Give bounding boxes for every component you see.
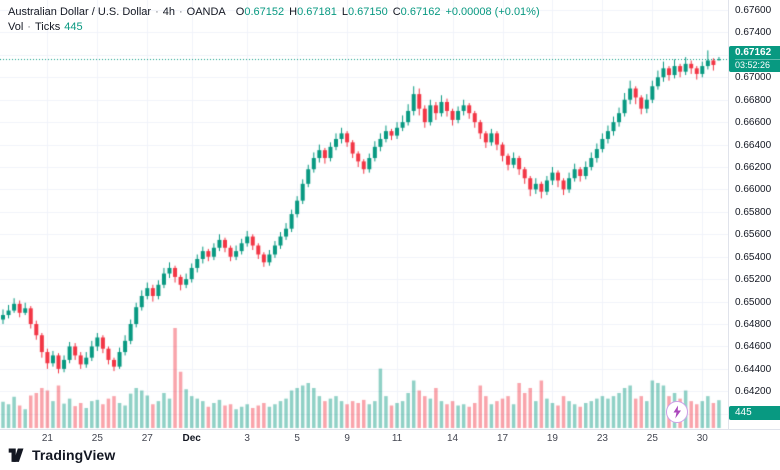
price-axis-label: 0.64400 (735, 363, 772, 375)
price-axis-label: 0.65800 (735, 206, 772, 218)
price-axis-label: 0.64600 (735, 341, 772, 353)
time-axis-label: 21 (41, 433, 53, 444)
close-value: 0.67162 (400, 6, 441, 18)
price-axis-label: 0.65000 (735, 296, 772, 308)
price-axis-label: 0.65600 (735, 229, 772, 241)
price-axis-label: 0.66600 (735, 117, 772, 129)
time-axis-label: 25 (91, 433, 103, 444)
price-axis-separator (728, 0, 729, 429)
volume-axis-badge: 445 (729, 406, 780, 420)
high-label: H (289, 6, 298, 18)
symbol-row: Australian Dollar / U.S. Dollar · 4h · O… (8, 5, 540, 20)
tradingview-branding[interactable]: TradingView (8, 447, 115, 463)
time-axis-label: 14 (446, 433, 459, 444)
last-price-badge: 0.67162 03:52:26 (729, 46, 780, 73)
price-axis-label: 0.67600 (735, 5, 772, 16)
time-axis-label: 19 (546, 433, 558, 444)
ohlc-values: O0.67152 H0.67181 L0.67150 C0.67162 +0.0… (236, 5, 540, 20)
open-value: 0.67152 (244, 6, 285, 18)
volume-value: 445 (64, 21, 83, 33)
high-value: 0.67181 (297, 6, 337, 18)
price-axis-label: 0.66800 (735, 94, 772, 106)
time-axis-separator (0, 429, 780, 430)
time-axis-label: 23 (596, 433, 608, 444)
price-axis-label: 0.66000 (735, 184, 772, 196)
price-axis-label: 0.65400 (735, 251, 772, 263)
price-axis-label: 0.66200 (735, 162, 772, 173)
close-label: C (392, 6, 401, 18)
instant-trading-button[interactable] (666, 401, 688, 423)
time-axis-label: 9 (344, 433, 350, 444)
time-axis-label: Dec (182, 433, 201, 444)
time-axis-label: 30 (696, 433, 708, 444)
price-axis-label: 0.67400 (735, 27, 772, 39)
separator-dot: · (27, 21, 31, 33)
separator-dot: · (178, 6, 183, 18)
time-axis-label: 17 (496, 433, 509, 444)
tradingview-logo-icon (8, 447, 27, 463)
symbol-title[interactable]: Australian Dollar / U.S. Dollar (8, 6, 152, 18)
low-value: 0.67150 (347, 6, 388, 18)
price-axis-label: 0.66400 (735, 139, 772, 151)
exchange-label[interactable]: OANDA (186, 6, 226, 18)
interval-label[interactable]: 4h (162, 6, 175, 18)
time-axis-label: 3 (244, 433, 250, 444)
volume-type-label: Ticks (34, 21, 61, 33)
separator-dot: · (155, 6, 159, 18)
bar-countdown: 03:52:26 (735, 59, 780, 71)
time-axis-label: 27 (141, 433, 153, 444)
time-axis[interactable]: 21 25 27 Dec 3 5 9 11 14 17 19 23 25 30 (0, 430, 728, 448)
time-axis-label: 5 (294, 433, 300, 444)
price-axis-label: 0.65200 (735, 274, 772, 286)
last-price-value: 0.67162 (735, 47, 772, 59)
tradingview-logo-text: TradingView (32, 447, 116, 463)
volume-label[interactable]: Vol (8, 21, 24, 33)
change-value: +0.00008 (+0.01%) (445, 6, 540, 18)
time-axis-label: 11 (391, 433, 403, 444)
time-axis-label: 25 (646, 433, 658, 444)
low-label: L (341, 6, 348, 18)
price-axis-label: 0.67000 (735, 72, 772, 84)
price-axis-label: 0.64800 (735, 319, 772, 331)
chart-legend: Australian Dollar / U.S. Dollar · 4h · O… (8, 5, 540, 35)
price-chart-canvas[interactable] (0, 0, 728, 430)
price-axis[interactable]: 0.67162 03:52:26 445 0.676000.674000.672… (729, 0, 780, 429)
volume-row: Vol · Ticks 445 (8, 20, 540, 35)
price-axis-label: 0.64200 (735, 386, 772, 398)
open-label: O (235, 6, 245, 18)
lightning-icon (671, 405, 683, 419)
